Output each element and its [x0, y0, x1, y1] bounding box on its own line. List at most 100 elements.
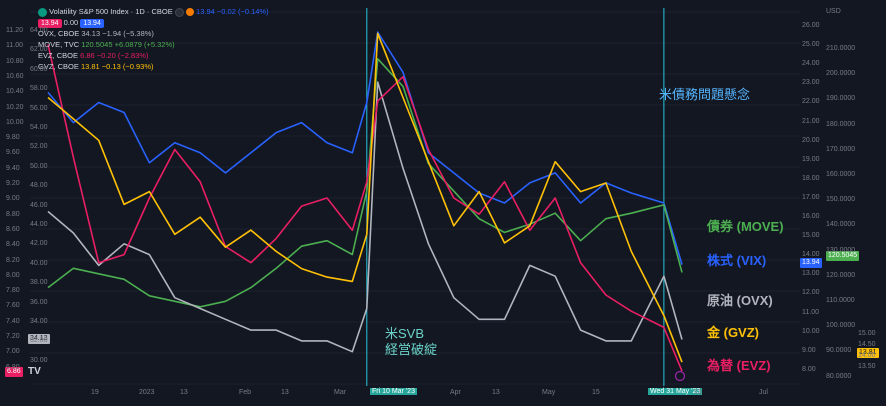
x-tick: Fri 10 Mar '23: [370, 388, 417, 395]
y-tick-right-move: 170.0000: [826, 145, 856, 153]
y-tick-left-outer: 9.80: [6, 134, 20, 142]
series-line-gvz[interactable]: [47, 32, 683, 363]
y-tick-left-inner: 42.00: [30, 240, 48, 248]
pill-a[interactable]: 13.94: [38, 19, 62, 28]
y-tick-right-vix: 24.00: [802, 60, 820, 68]
y-tick-right-gvz: 13.50: [858, 363, 876, 370]
label-ovx: 原油 (OVX): [707, 293, 773, 308]
y-tick-left-inner: 40.00: [30, 259, 48, 267]
series-line-vix[interactable]: [47, 31, 683, 265]
legend-row-1[interactable]: MOVE, TVC 120.5045 +6.0879 (+5.32%): [38, 39, 269, 50]
y-tick-left-inner: 36.00: [30, 298, 48, 306]
end-marker[interactable]: [674, 370, 686, 382]
y-tick-right-move: 190.0000: [826, 95, 856, 103]
x-tick: Apr: [450, 389, 461, 396]
legend: Volatility S&P 500 Index · 1D · CBOE 13.…: [38, 6, 269, 72]
label-move: 債券 (MOVE): [707, 219, 784, 234]
label-gvz: 金 (GVZ): [707, 325, 759, 340]
legend-row-name: GVZ, CBOE: [38, 62, 81, 71]
svb-line1: 米SVB: [385, 326, 425, 341]
legend-row-0[interactable]: OVX, CBOE 34.13 −1.94 (−5.38%): [38, 28, 269, 39]
label-vix: 株式 (VIX): [707, 253, 767, 268]
y-tick-right-vix: 25.00: [802, 41, 820, 49]
y-tick-right-vix: 9.00: [802, 346, 816, 354]
tag-vix: 13.94: [800, 258, 822, 268]
x-tick: 15: [592, 389, 600, 396]
y-tick-right-vix: 14.00: [802, 251, 820, 259]
y-tick-left-inner: 38.00: [30, 279, 48, 287]
y-tick-right-move: 210.0000: [826, 45, 856, 52]
y-tick-left-inner: 44.00: [30, 221, 48, 228]
y-tick-right-move: 130.0000: [826, 246, 856, 254]
y-tick-right-move: 100.0000: [826, 322, 856, 330]
legend-series-rows: OVX, CBOE 34.13 −1.94 (−5.38%) MOVE, TVC …: [38, 28, 269, 72]
y-tick-left-outer: 10.40: [6, 88, 24, 96]
y-tick-left-inner: 34.00: [30, 318, 48, 325]
legend-row-value: 120.5045 +6.0879 (+5.32%): [81, 40, 175, 49]
y-tick-right-vix: 8.00: [802, 365, 816, 373]
y-tick-left-outer: 10.20: [6, 103, 24, 111]
y-tick-right-vix: 21.00: [802, 117, 820, 125]
y-tick-left-outer: 7.60: [6, 302, 20, 310]
x-tick: 13: [281, 389, 289, 396]
y-tick-left-outer: 7.00: [6, 348, 20, 356]
series-line-move[interactable]: [47, 57, 683, 308]
pill-mid: 0.00: [63, 18, 79, 27]
y-tick-right-move: 120.0000: [826, 271, 856, 279]
y-tick-left-outer: 9.60: [6, 149, 20, 157]
y-tick-right-vix: 26.00: [802, 22, 820, 29]
x-tick: 13: [180, 389, 188, 396]
tag-move: 120.5045: [826, 251, 860, 261]
y-tick-left-inner: 54.00: [30, 124, 48, 131]
y-tick-left-outer: 8.60: [6, 225, 20, 233]
y-tick-left-outer: 7.80: [6, 287, 20, 295]
y-tick-left-inner: 46.00: [30, 201, 48, 209]
y-tick-right-vix: 13.00: [802, 270, 820, 278]
series-line-evz[interactable]: [47, 44, 683, 372]
legend-main-row[interactable]: Volatility S&P 500 Index · 1D · CBOE 13.…: [38, 6, 269, 17]
legend-row-2[interactable]: EVZ, CBOE 6.86 −0.20 (−2.83%): [38, 50, 269, 61]
y-tick-right-vix: 19.00: [802, 155, 820, 163]
y-tick-left-outer: 11.20: [6, 27, 23, 34]
legend-row-name: MOVE, TVC: [38, 40, 82, 49]
y-tick-right-move: 200.0000: [826, 70, 856, 78]
y-tick-left-inner: 48.00: [30, 182, 48, 190]
y-tick-left-outer: 6.80: [6, 363, 20, 371]
series-line-ovx[interactable]: [47, 81, 683, 353]
event-lines: [366, 8, 665, 386]
y-tick-left-outer: 10.60: [6, 72, 24, 80]
y-tick-left-inner: 58.00: [30, 85, 48, 93]
y-tick-left-inner: 32.00: [30, 337, 48, 345]
y-tick-right-gvz: 14.50: [858, 341, 876, 348]
x-tick: Mar: [334, 389, 347, 396]
y-tick-right-move: 150.0000: [826, 196, 856, 204]
y-tick-right-vix: 15.00: [802, 232, 820, 240]
y-tick-left-outer: 11.00: [6, 42, 23, 50]
y-tick-right-move: 110.0000: [826, 297, 855, 304]
eye-icon[interactable]: [174, 7, 184, 17]
usd-label[interactable]: USD: [826, 8, 841, 15]
y-tick-left-inner: 60.00: [30, 65, 48, 73]
y-tick-left-inner: 52.00: [30, 143, 48, 151]
legend-row-value: 34.13 −1.94 (−5.38%): [81, 29, 154, 38]
y-tick-left-inner: 50.00: [30, 162, 48, 170]
y-tick-right-vix: 18.00: [802, 174, 820, 182]
y-tick-left-inner: 64.00: [30, 27, 48, 34]
y-tick-right-move: 160.0000: [826, 171, 856, 178]
y-tick-left-outer: 9.20: [6, 180, 20, 187]
legend-row-name: OVX, CBOE: [38, 29, 82, 38]
legend-row-value: 6.86 −0.20 (−2.83%): [80, 51, 149, 60]
y-tick-right-move: 90.0000: [826, 347, 852, 355]
svb-annotation: 米SVB 経営破綻: [385, 326, 437, 358]
y-tick-left-outer: 10.80: [6, 57, 24, 65]
legend-pill-row: 13.94 0.00 13.94: [38, 17, 269, 28]
legend-row-3[interactable]: GVZ, CBOE 13.81 −0.13 (−0.93%): [38, 61, 269, 72]
pill-b[interactable]: 13.94: [80, 19, 104, 28]
symbol-name[interactable]: Volatility S&P 500 Index · 1D · CBOE: [49, 7, 173, 16]
svb-line2: 経営破綻: [385, 342, 438, 357]
y-tick-left-inner: 62.00: [30, 46, 48, 54]
y-tick-right-move: 140.0000: [826, 221, 856, 229]
d-badge-icon[interactable]: [185, 8, 194, 17]
y-tick-left-outer: 8.20: [6, 256, 20, 264]
y-tick-left-outer: 8.40: [6, 241, 20, 249]
